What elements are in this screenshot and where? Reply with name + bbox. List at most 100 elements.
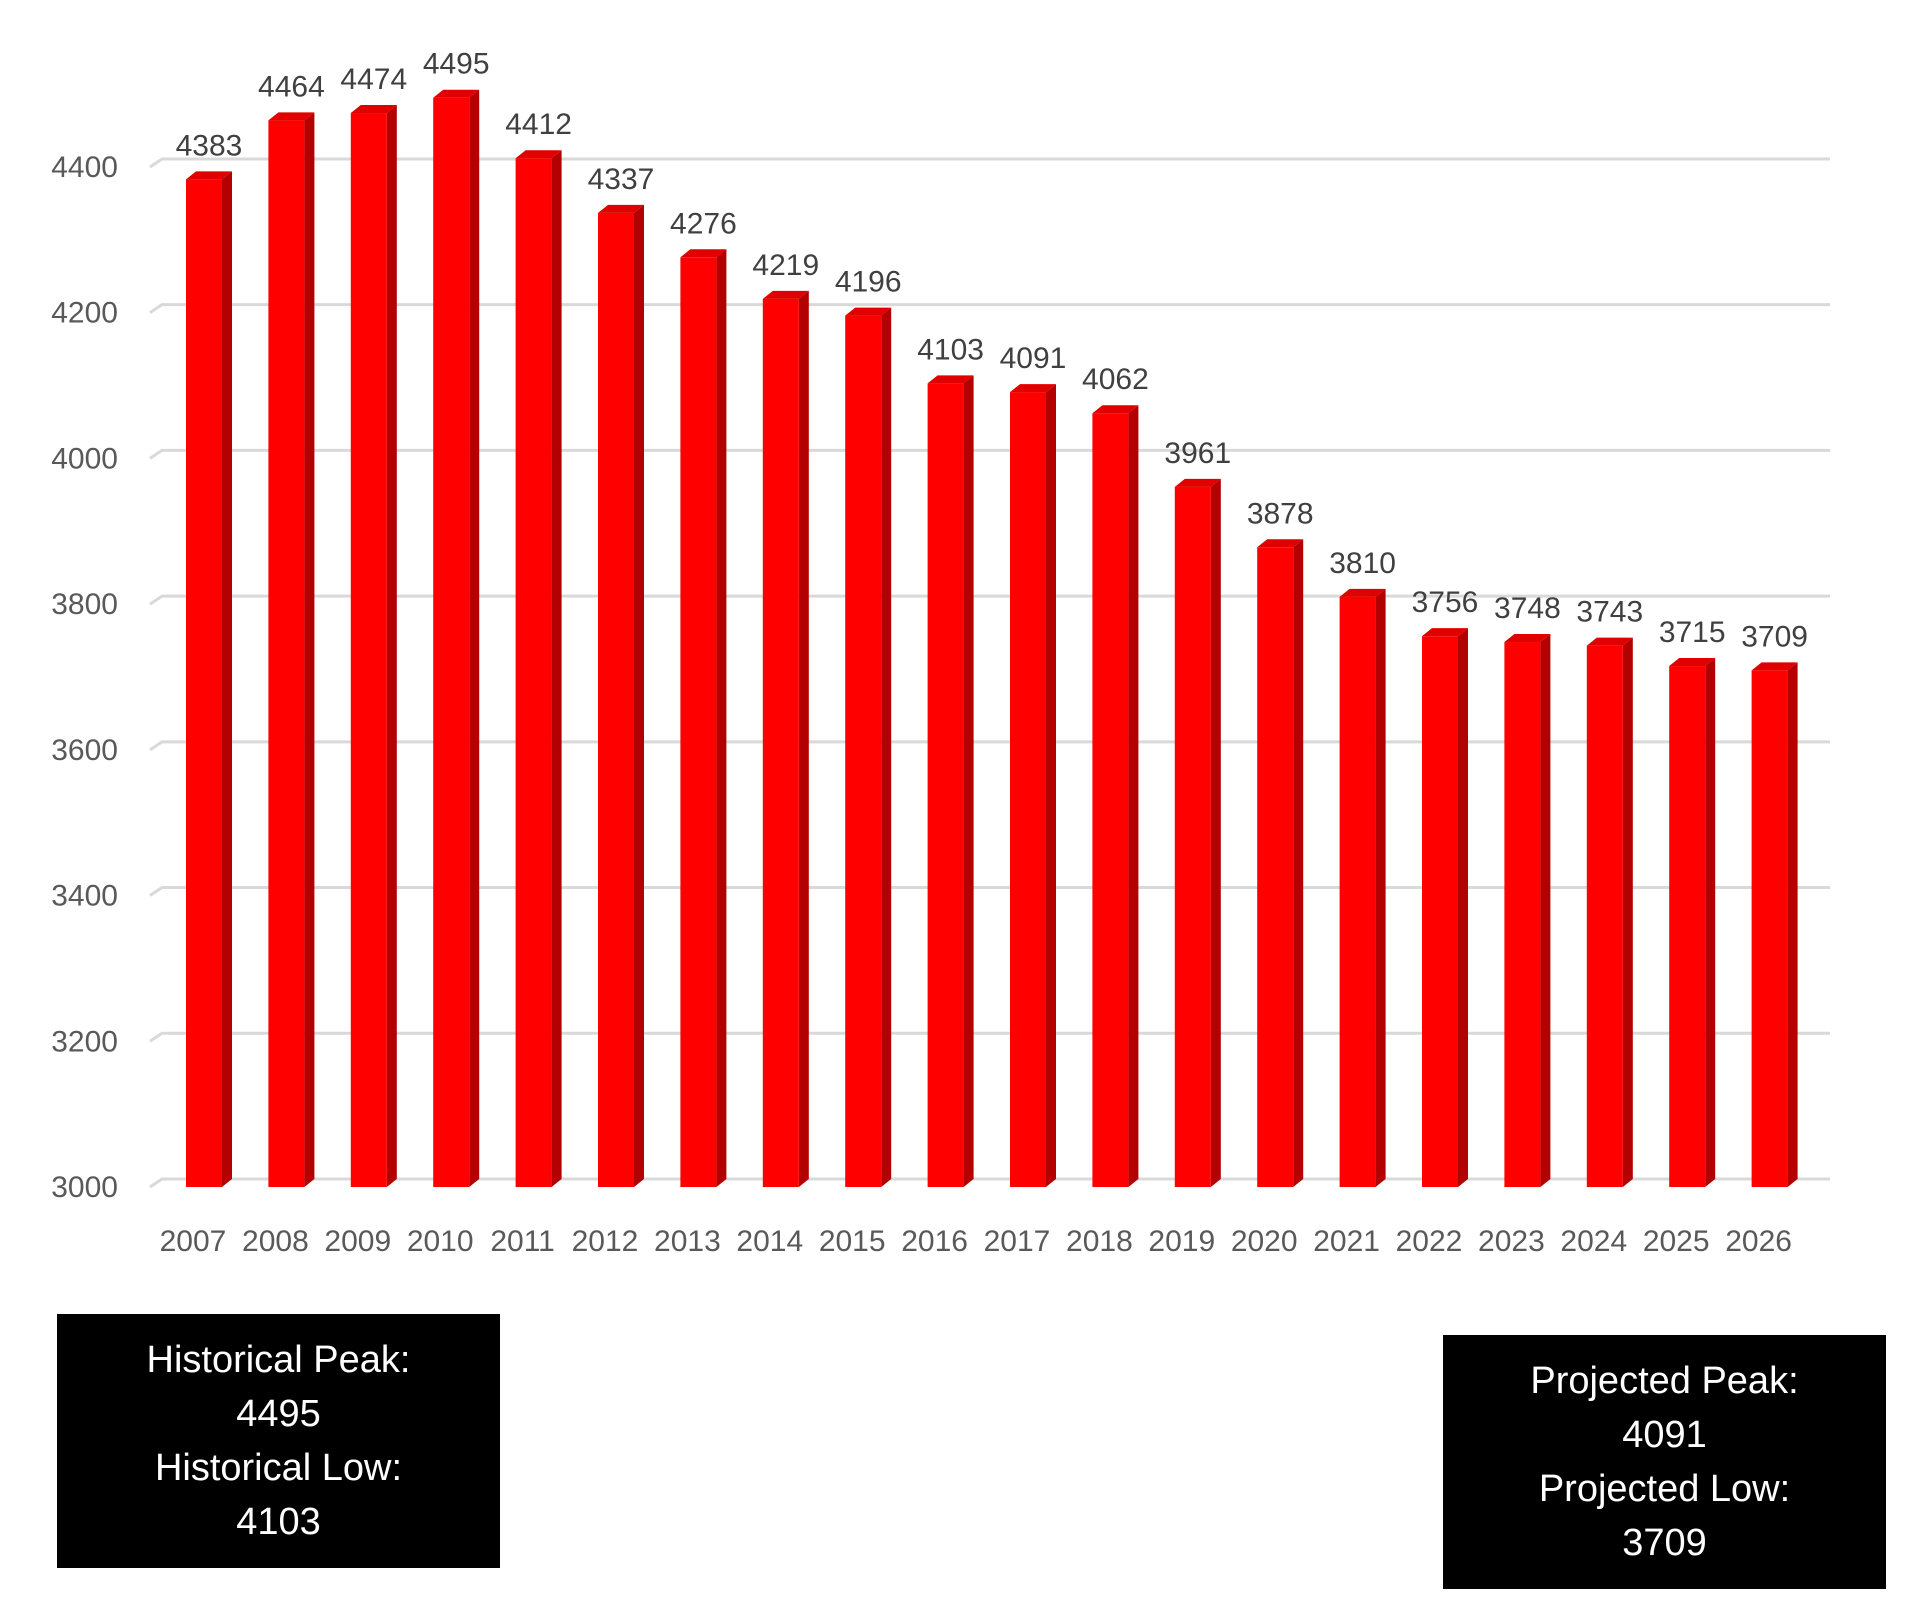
data-label: 4412 bbox=[505, 108, 572, 141]
bar-top bbox=[515, 150, 562, 159]
bar-top bbox=[845, 307, 892, 316]
bar bbox=[350, 105, 397, 1188]
bar bbox=[1669, 658, 1716, 1187]
projected-stats-box: Projected Peak: 4091 Projected Low: 3709 bbox=[1443, 1335, 1886, 1589]
bar-front bbox=[1010, 392, 1046, 1187]
bar bbox=[927, 375, 974, 1187]
data-label: 3715 bbox=[1659, 616, 1726, 649]
bar-front bbox=[1751, 670, 1788, 1187]
bar bbox=[845, 307, 892, 1188]
gridline bbox=[149, 1177, 1830, 1189]
x-tick-label: 2017 bbox=[984, 1225, 1051, 1258]
bar bbox=[1257, 539, 1304, 1187]
x-tick-label: 2026 bbox=[1725, 1225, 1792, 1258]
data-label: 3961 bbox=[1164, 437, 1231, 470]
x-axis: 2007 2008 2009 2010 2011 2012 2013 2014 2015 2016… bbox=[160, 1225, 1792, 1258]
x-tick-label: 2014 bbox=[736, 1225, 803, 1258]
historical-peak-value: 4495 bbox=[236, 1393, 321, 1435]
bar-front bbox=[1339, 596, 1376, 1187]
y-tick-label: 3800 bbox=[51, 588, 118, 621]
bar-side bbox=[386, 105, 397, 1188]
y-tick-label: 3600 bbox=[51, 734, 118, 767]
x-tick-label: 2010 bbox=[407, 1225, 474, 1258]
x-tick-label: 2022 bbox=[1396, 1225, 1463, 1258]
bar-side bbox=[1458, 628, 1468, 1187]
data-label: 4103 bbox=[917, 333, 984, 366]
bar-top bbox=[1339, 588, 1386, 597]
y-tick-label: 3400 bbox=[51, 880, 118, 913]
y-axis: 3000 3200 3400 3600 3800 4000 4200 4400 bbox=[51, 151, 118, 1204]
bar-side bbox=[1705, 658, 1716, 1187]
gridline bbox=[149, 886, 1830, 897]
bar-side bbox=[1787, 662, 1798, 1187]
x-tick-label: 2021 bbox=[1313, 1225, 1380, 1258]
data-label: 4219 bbox=[752, 249, 819, 282]
y-tick-label: 4000 bbox=[51, 442, 118, 475]
bar-front bbox=[515, 158, 552, 1187]
bar-front bbox=[1586, 645, 1623, 1187]
bar-front bbox=[598, 212, 634, 1187]
bar bbox=[598, 204, 644, 1187]
bar bbox=[1751, 662, 1798, 1187]
data-label: 4474 bbox=[340, 63, 407, 96]
data-label: 4495 bbox=[423, 48, 490, 81]
bar-front bbox=[268, 120, 305, 1188]
data-label: 4276 bbox=[670, 207, 737, 240]
bar-top bbox=[350, 105, 397, 114]
bar-front bbox=[1092, 413, 1129, 1187]
x-tick-label: 2023 bbox=[1478, 1225, 1545, 1258]
x-tick-label: 2024 bbox=[1560, 1225, 1627, 1258]
bar bbox=[515, 150, 562, 1187]
data-label: 4091 bbox=[1000, 342, 1067, 375]
historical-peak-label: Historical Peak: bbox=[146, 1339, 411, 1381]
bar-side bbox=[716, 249, 727, 1187]
gridline bbox=[149, 157, 1830, 169]
x-tick-label: 2008 bbox=[242, 1225, 309, 1258]
bar-front bbox=[1257, 547, 1294, 1187]
bar-top bbox=[1504, 634, 1551, 643]
bar-top bbox=[598, 204, 644, 213]
bar-front bbox=[1174, 486, 1211, 1187]
data-label: 4383 bbox=[176, 129, 243, 162]
bar-top bbox=[1174, 478, 1221, 487]
data-label: 3810 bbox=[1329, 547, 1396, 580]
gridline bbox=[149, 1031, 1830, 1043]
bar-top bbox=[1669, 658, 1716, 667]
x-tick-label: 2018 bbox=[1066, 1225, 1133, 1258]
bar-side bbox=[798, 290, 809, 1187]
bar bbox=[268, 112, 315, 1188]
x-tick-label: 2013 bbox=[654, 1225, 721, 1258]
gridline bbox=[149, 448, 1830, 460]
bar-front bbox=[845, 315, 882, 1188]
bar-side bbox=[222, 171, 232, 1188]
gridline bbox=[149, 740, 1830, 752]
y-tick-label: 3000 bbox=[51, 1171, 118, 1204]
y-tick-label: 4400 bbox=[51, 151, 118, 184]
x-tick-label: 2020 bbox=[1231, 1225, 1298, 1258]
bar-top bbox=[1092, 405, 1139, 414]
bar-top bbox=[1010, 384, 1056, 393]
data-label: 4337 bbox=[588, 163, 655, 196]
data-label: 3709 bbox=[1741, 620, 1808, 653]
x-tick-label: 2025 bbox=[1643, 1225, 1710, 1258]
historical-low-label: Historical Low: bbox=[154, 1447, 403, 1489]
bar bbox=[186, 171, 232, 1188]
bar bbox=[1092, 405, 1139, 1187]
bar bbox=[1010, 384, 1056, 1187]
bar-top bbox=[433, 89, 480, 98]
bar-side bbox=[1293, 539, 1304, 1187]
bar-side bbox=[304, 112, 315, 1188]
x-tick-label: 2009 bbox=[324, 1225, 391, 1258]
bar-front bbox=[762, 298, 799, 1187]
bar bbox=[1586, 637, 1633, 1187]
bar-front bbox=[1669, 666, 1706, 1187]
bar-front bbox=[927, 383, 964, 1187]
x-tick-label: 2015 bbox=[819, 1225, 886, 1258]
bar-side bbox=[551, 150, 562, 1187]
bars: 4383 4464 4474 4495 4412 4337 4276 4219 4196 4103… bbox=[176, 48, 1808, 1188]
data-label: 4196 bbox=[835, 266, 902, 299]
data-label: 3878 bbox=[1247, 497, 1314, 530]
bar-top bbox=[1257, 539, 1304, 548]
historical-low-value: 4103 bbox=[236, 1501, 321, 1543]
bar-side bbox=[963, 375, 974, 1187]
